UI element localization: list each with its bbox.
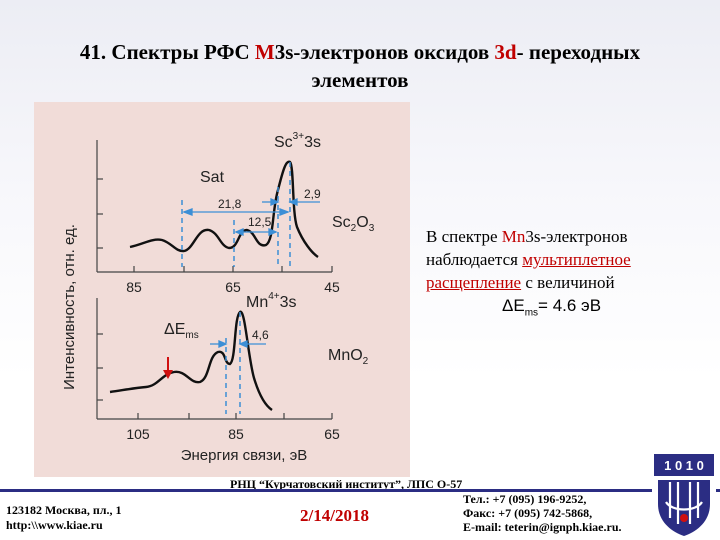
spectra-svg: Интенсивность, отн. ед. Энергия связи, э… — [61, 131, 375, 464]
top-tick-85: 85 — [126, 279, 142, 295]
address-line: 123182 Москва, пл., 1 — [6, 503, 122, 517]
contact-email[interactable]: E-mail: teterin@ignph.kiae.ru. — [463, 520, 622, 534]
y-axis-label: Интенсивность, отн. ед. — [61, 224, 78, 390]
bottom-tick-105: 105 — [126, 426, 150, 442]
bottom-label-mn3s: Mn4+3s — [246, 291, 297, 311]
slide-date: 2/14/2018 — [300, 506, 369, 525]
institute-logo: 1 0 1 0 — [652, 452, 716, 538]
bottom-label-delta-ems: ΔEms — [164, 321, 199, 341]
title-number: 41. Спектры РФС — [79, 40, 255, 64]
bottom-spectrum-line — [109, 310, 273, 411]
slide-title: 41. Спектры РФС M3s-электронов оксидов 3… — [20, 38, 700, 94]
mn-multiplet-note: В спектре Mn3s-электронов наблюдается му… — [426, 225, 716, 324]
top-dim-2-9: 2,9 — [304, 187, 321, 201]
note-line-1: В спектре Mn3s-электронов — [426, 227, 628, 246]
top-tick-65: 65 — [225, 279, 241, 295]
note-line-2: наблюдается мультиплетное — [426, 250, 631, 269]
bottom-dim-4-6: 4,6 — [252, 328, 269, 342]
title-end: - переходных — [516, 40, 641, 64]
top-spectrum-line — [129, 160, 319, 258]
top-dim-21-8: 21,8 — [218, 197, 242, 211]
logo-text: 1 0 1 0 — [664, 458, 704, 473]
title-m: M — [254, 40, 275, 64]
x-axis-label: Энергия связи, эВ — [181, 447, 308, 464]
footer-address: 123182 Москва, пл., 1 http:\\www.kiae.ru — [6, 503, 122, 533]
top-label-sat: Sat — [200, 169, 225, 186]
footer-divider — [0, 489, 720, 492]
top-tick-45: 45 — [324, 279, 340, 295]
title-mid: 3s-электронов оксидов — [274, 40, 495, 64]
bottom-label-mno2: MnO2 — [328, 347, 369, 367]
top-label-sc2o3: Sc2O3 — [332, 214, 375, 234]
note-line-4: ΔEms= 4.6 эВ — [502, 296, 602, 319]
contact-fax: Факс: +7 (095) 742-5868, — [463, 506, 593, 520]
institute-caption: РНЦ “Курчатовский институт”, ЛПС О-57 — [230, 477, 463, 491]
title-3d: 3d — [494, 40, 517, 64]
bottom-panel: 105 85 65 4,6 ΔEms Mn4+3s MnO2 — [96, 291, 369, 442]
footer-contacts: Тел.: +7 (095) 196-9252, Факс: +7 (095) … — [463, 492, 622, 534]
red-arrow-marker — [163, 357, 173, 379]
note-line-3: расщепление с величиной — [426, 273, 615, 292]
bottom-tick-65: 65 — [324, 426, 340, 442]
top-panel: 85 65 45 — [96, 131, 375, 295]
title-line2: элементов — [311, 68, 409, 92]
website-link[interactable]: http:\\www.kiae.ru — [6, 518, 103, 532]
contact-phone: Тел.: +7 (095) 196-9252, — [463, 492, 587, 506]
top-label-sc3s: Sc3+3s — [274, 131, 321, 151]
top-dim-12-5: 12,5 — [248, 215, 272, 229]
bottom-tick-85: 85 — [228, 426, 244, 442]
xps-spectra-figure: Интенсивность, отн. ед. Энергия связи, э… — [34, 102, 410, 477]
